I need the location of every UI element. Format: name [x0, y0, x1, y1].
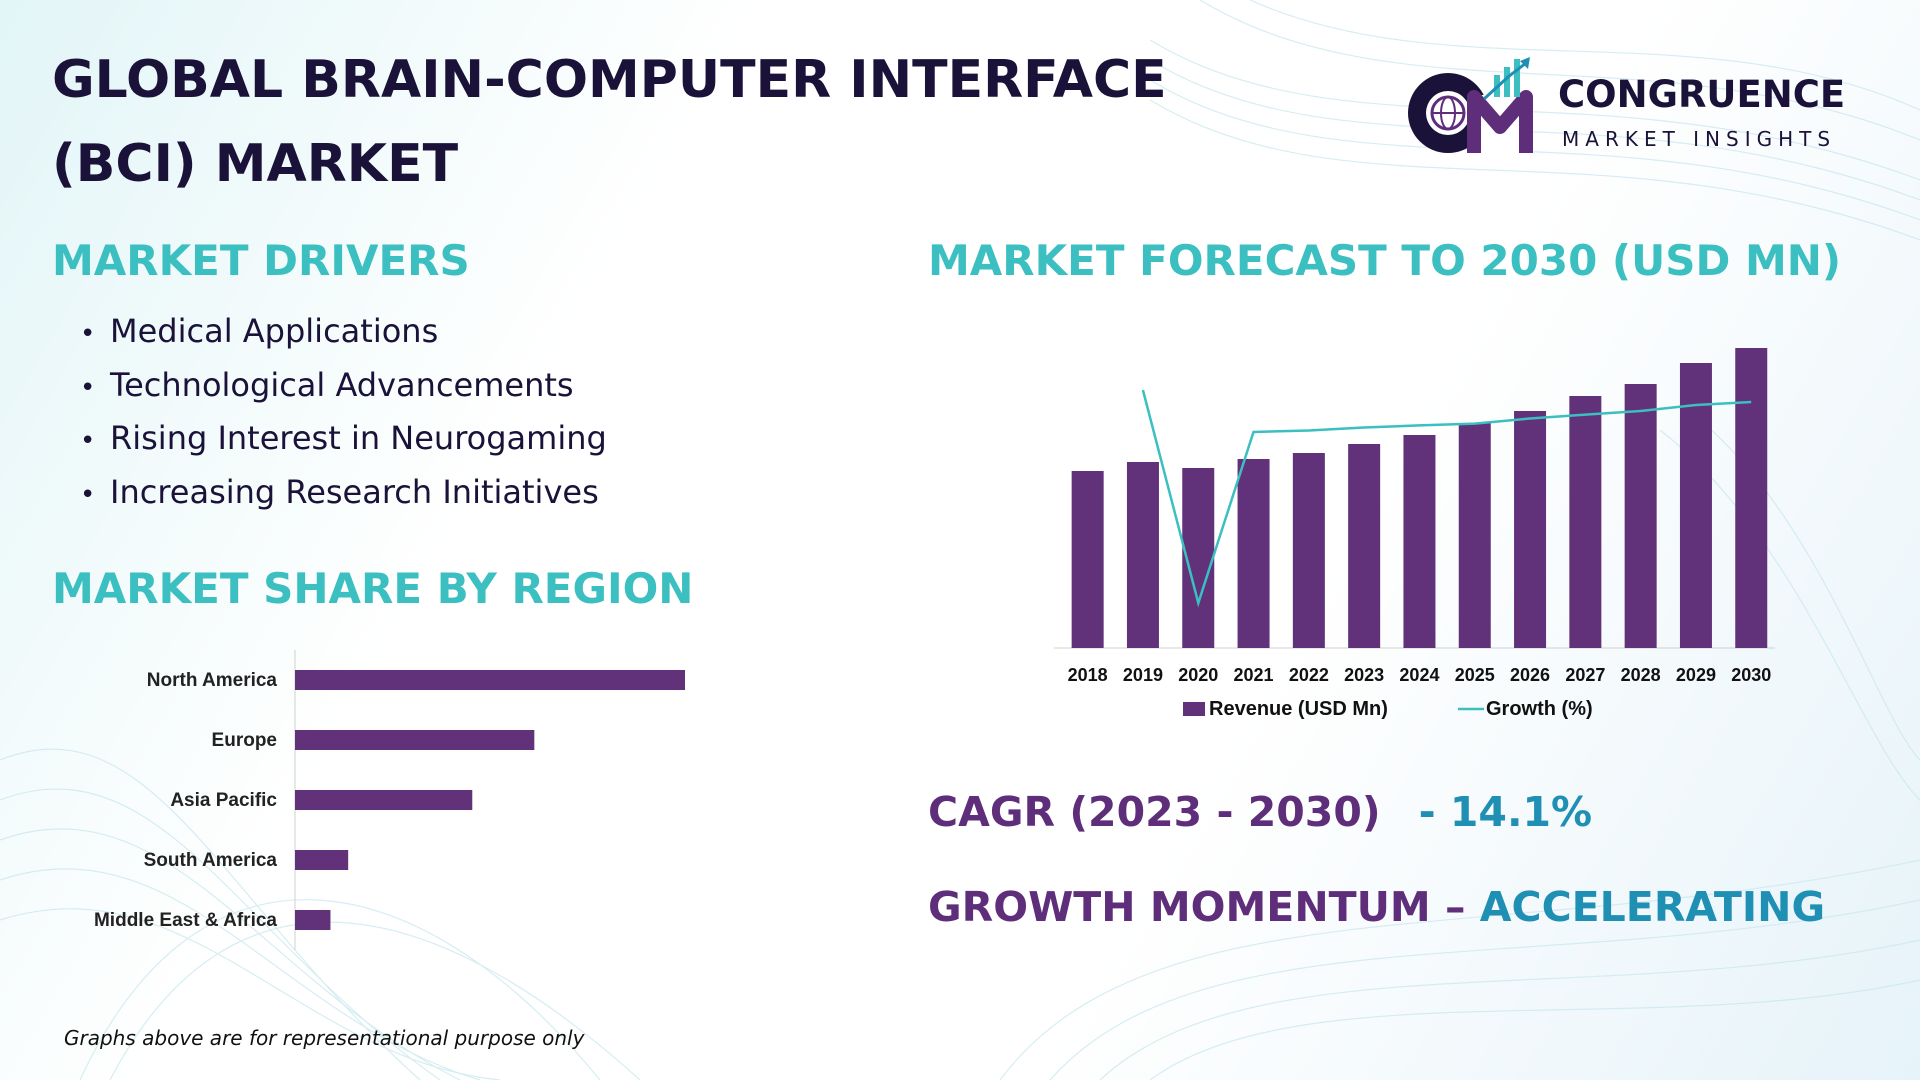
revenue-bar [1569, 396, 1602, 648]
region-bar [295, 910, 331, 930]
driver-label: Increasing Research Initiatives [110, 472, 599, 511]
page-title-line-2: (BCI) MARKET [52, 134, 459, 194]
driver-label: Rising Interest in Neurogaming [110, 419, 607, 457]
footnote: Graphs above are for representational pu… [64, 1026, 585, 1050]
market-forecast-heading: MARKET FORECAST TO 2030 (USD MN) [928, 236, 1842, 285]
bullet-icon: • [80, 319, 96, 349]
year-tick-label: 2018 [1068, 665, 1108, 685]
driver-item: • Increasing Research Initiatives [80, 466, 607, 520]
revenue-bar [1237, 459, 1270, 648]
driver-label: Technological Advancements [110, 365, 574, 404]
region-category-label: Asia Pacific [170, 790, 277, 811]
revenue-bar [1348, 444, 1381, 648]
year-tick-label: 2029 [1676, 665, 1716, 685]
region-category-label: Middle East & Africa [94, 910, 277, 931]
driver-item: • Technological Advancements [80, 359, 607, 413]
revenue-bar [1403, 435, 1436, 648]
revenue-bar [1458, 423, 1491, 648]
market-share-region-heading: MARKET SHARE BY REGION [52, 564, 694, 613]
growth-momentum-statement: GROWTH MOMENTUM – ACCELERATING [928, 883, 1825, 931]
legend-revenue-swatch [1183, 702, 1205, 716]
growth-line [1141, 389, 1752, 608]
year-tick-label: 2024 [1399, 665, 1439, 685]
page-title: GLOBAL BRAIN-COMPUTER INTERFACE (BCI) MA… [52, 38, 1302, 206]
year-tick-label: 2023 [1344, 665, 1384, 685]
driver-label: Medical Applications [110, 312, 439, 350]
year-tick-label: 2019 [1123, 665, 1163, 685]
year-tick-label: 2021 [1234, 665, 1274, 685]
driver-item: • Rising Interest in Neurogaming [80, 412, 607, 466]
year-tick-label: 2027 [1565, 665, 1605, 685]
logo-tagline: MARKET INSIGHTS [1562, 127, 1837, 151]
year-tick-label: 2028 [1621, 665, 1661, 685]
region-bar [295, 730, 535, 750]
year-tick-label: 2030 [1731, 665, 1771, 685]
market-drivers-list: • Medical Applications • Technological Adv… [80, 305, 607, 519]
bullet-icon: • [80, 426, 96, 456]
cagr-statement: CAGR (2023 - 2030) - 14.1% [928, 788, 1592, 836]
region-share-bar-chart: North America Europe Asia Pacific South Ame… [94, 650, 685, 950]
year-tick-label: 2026 [1510, 665, 1550, 685]
market-drivers-heading: MARKET DRIVERS [52, 236, 470, 285]
momentum-value: ACCELERATING [1479, 883, 1826, 931]
bullet-icon: • [80, 479, 96, 510]
year-tick-label: 2025 [1455, 665, 1495, 685]
revenue-bar [1735, 348, 1768, 648]
driver-item: • Medical Applications [80, 305, 607, 359]
region-bar [295, 790, 473, 810]
revenue-bar [1514, 411, 1547, 648]
year-tick-label: 2022 [1289, 665, 1329, 685]
revenue-bar [1071, 471, 1104, 648]
revenue-bar [1126, 462, 1159, 648]
region-bar [295, 670, 685, 690]
momentum-dash: – [1430, 883, 1480, 931]
year-tick-label: 2020 [1178, 665, 1218, 685]
region-bar [295, 850, 349, 870]
revenue-bar [1624, 384, 1657, 648]
legend-revenue-label: Revenue (USD Mn) [1209, 698, 1388, 720]
legend-growth-label: Growth (%) [1486, 698, 1593, 720]
revenue-bar [1292, 453, 1325, 648]
page-title-line-1: GLOBAL BRAIN-COMPUTER INTERFACE [52, 50, 1167, 110]
company-logo: CONGRUENCE MARKET INSIGHTS [1400, 55, 1870, 165]
region-category-label: Europe [212, 730, 277, 751]
region-category-label: South America [144, 850, 278, 871]
market-forecast-chart: 2018 2019 2020 2021 2022 2023 2024 2025 2026 2027… [1054, 348, 1775, 720]
cagr-label: CAGR (2023 - 2030) [928, 788, 1381, 836]
cm-logo-icon [1408, 57, 1533, 153]
bullet-icon: • [80, 372, 96, 403]
momentum-label: GROWTH MOMENTUM [928, 883, 1431, 931]
region-category-label: North America [147, 670, 278, 691]
logo-name: CONGRUENCE [1558, 73, 1846, 116]
cagr-value: - 14.1% [1418, 788, 1593, 836]
